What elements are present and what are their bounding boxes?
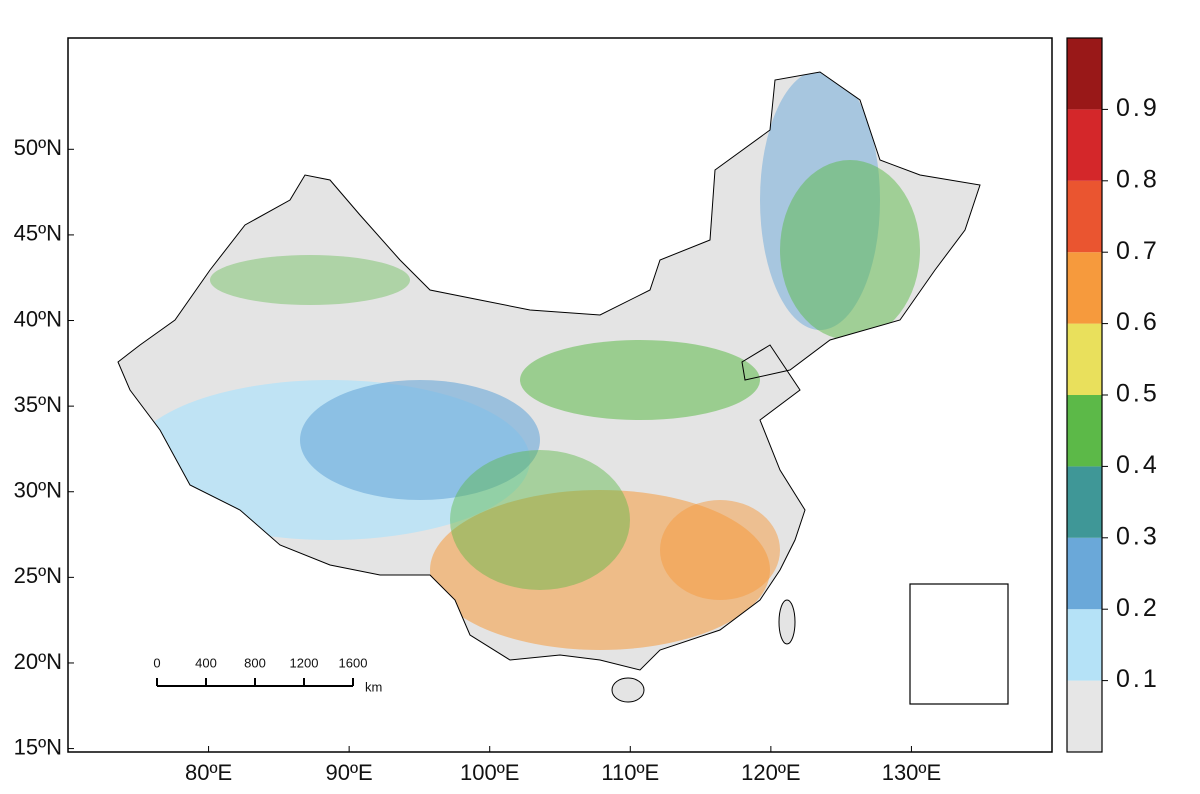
colorbar-segment: [1067, 109, 1102, 181]
colorbar-label: 0.2: [1116, 594, 1160, 622]
colorbar-label: 0.3: [1116, 522, 1160, 550]
x-tick-label: 120ºE: [741, 760, 800, 785]
scale-bar-label: 0: [153, 655, 160, 670]
x-tick-label: 100ºE: [460, 760, 519, 785]
colorbar-label: 0.5: [1116, 380, 1160, 408]
colorbar-segment: [1067, 395, 1102, 467]
colorbar-label: 0.7: [1116, 237, 1160, 265]
colorbar-segment: [1067, 180, 1102, 253]
taiwan: [778, 599, 796, 645]
x-tick-label: 80ºE: [185, 760, 232, 785]
colorbar-label: 0.8: [1116, 165, 1160, 193]
scale-bar-unit: km: [365, 679, 382, 694]
colorbar-label: 0.1: [1116, 665, 1160, 693]
x-tick-label: 90ºE: [326, 760, 373, 785]
scale-bar-label: 400: [195, 655, 217, 670]
colorbar-segment: [1067, 537, 1102, 610]
y-tick-label: 20ºN: [14, 649, 62, 674]
scale-bar-label: 1600: [339, 655, 368, 670]
colorbar-label: 0.9: [1116, 94, 1160, 122]
colorbar-segment: [1067, 38, 1102, 110]
colorbar-segment: [1067, 252, 1102, 324]
y-tick-label: 40ºN: [14, 306, 62, 331]
y-tick-label: 15ºN: [14, 734, 62, 759]
colorbar-segment: [1067, 609, 1102, 681]
scale-bar-label: 1200: [290, 655, 319, 670]
y-tick-label: 35ºN: [14, 392, 62, 417]
x-tick-label: 110ºE: [601, 760, 659, 785]
inset-map: [909, 583, 1009, 705]
colorbar-label: 0.6: [1116, 308, 1160, 336]
x-tick-label: 130ºE: [882, 760, 941, 785]
y-tick-label: 50ºN: [14, 135, 62, 160]
hainan: [611, 677, 645, 703]
y-tick-label: 25ºN: [14, 563, 62, 588]
colorbar-label: 0.4: [1116, 451, 1160, 479]
colorbar-segment: [1067, 466, 1102, 538]
colorbar-segment: [1067, 680, 1102, 752]
suitability-map: [118, 72, 980, 670]
y-tick-label: 30ºN: [14, 478, 62, 503]
scale-bar-label: 800: [244, 655, 266, 670]
country-border: [117, 71, 981, 671]
map-frame: [67, 37, 1053, 753]
y-tick-label: 45ºN: [14, 221, 62, 246]
scale-bar: 0 400 800 1200 1600 km: [153, 655, 382, 694]
colorbar-segment: [1067, 323, 1102, 395]
